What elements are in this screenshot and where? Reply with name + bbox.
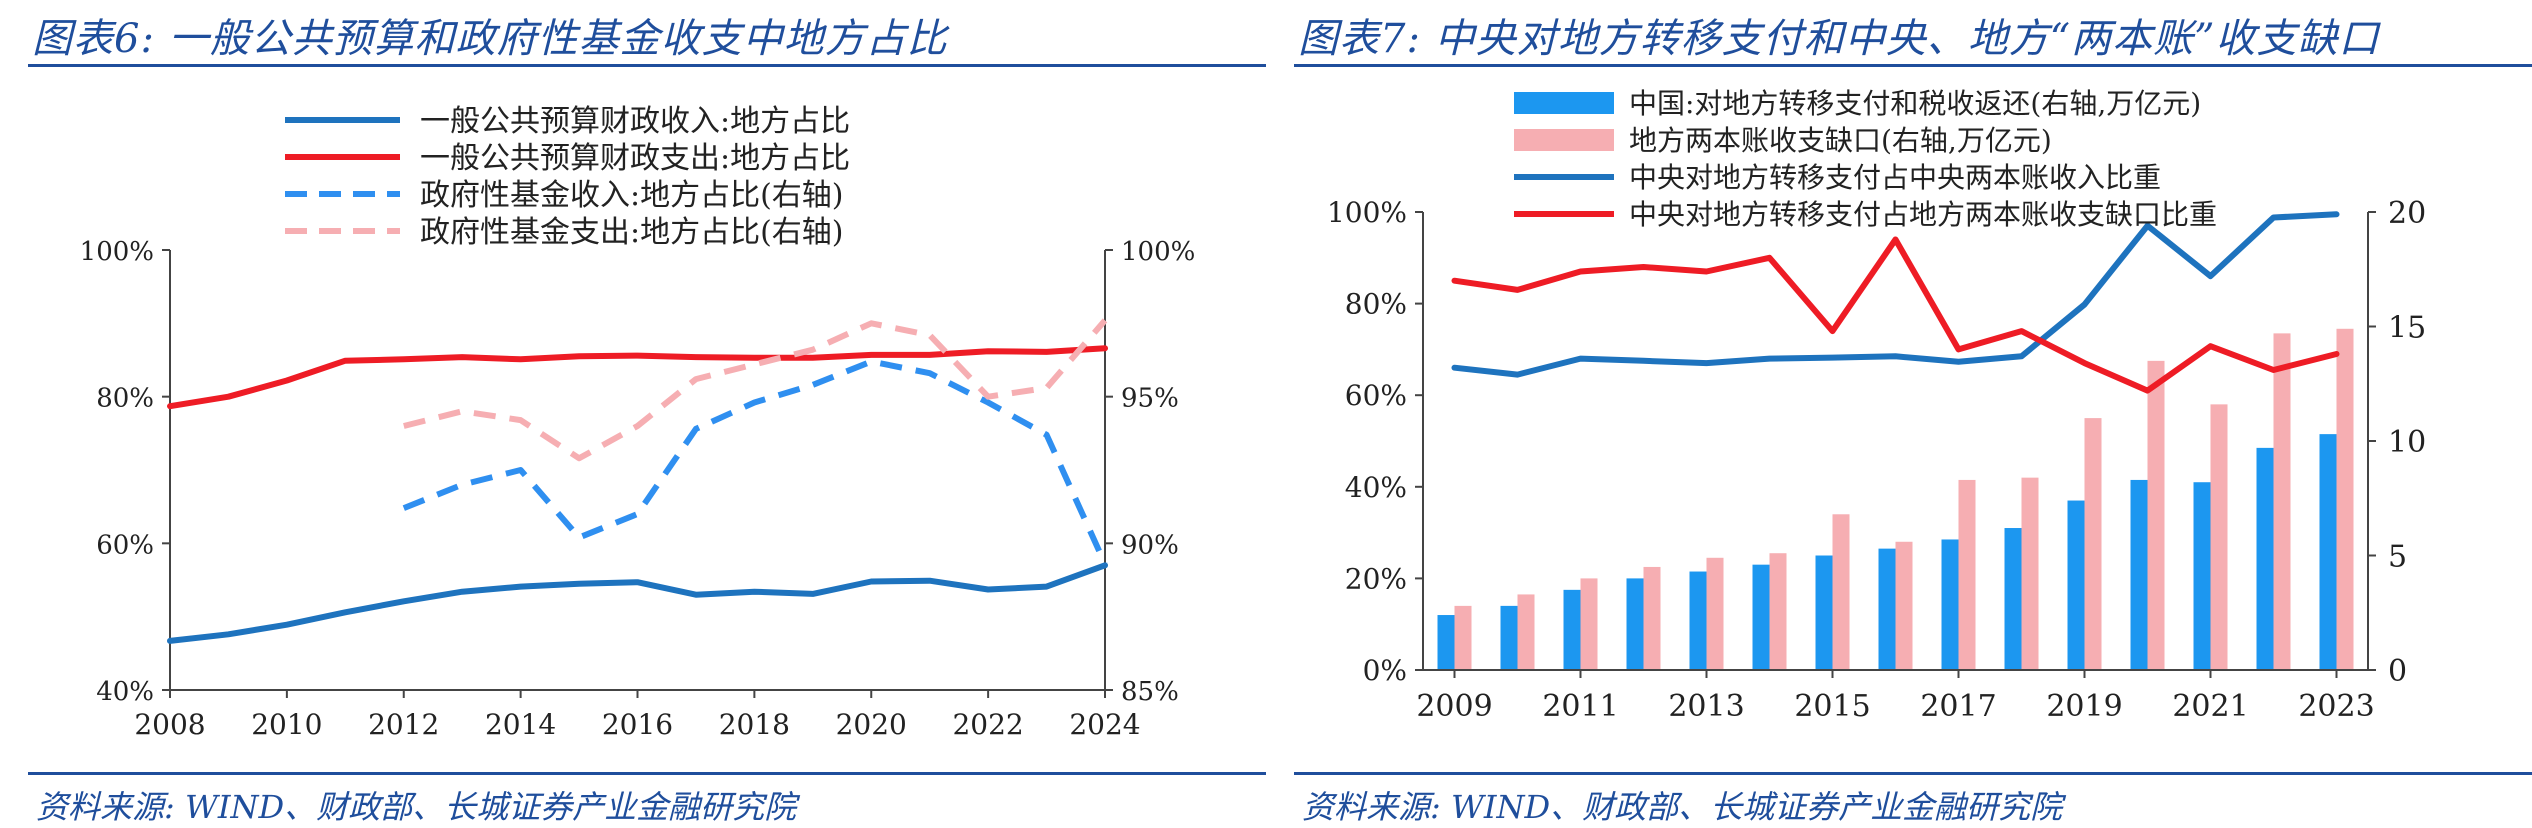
- bar-series-1: [2067, 500, 2085, 670]
- y-left-tick-label: 40%: [1345, 471, 1407, 504]
- series-line-4: [403, 318, 1108, 462]
- left-source-rule: [28, 772, 1266, 775]
- legend-label-3: 政府性基金收入:地方占比(右轴): [420, 178, 844, 213]
- right-source-note: 资料来源: WIND、财政部、长城证券产业金融研究院: [1302, 788, 2063, 826]
- right-chart: 0% 20% 40% 60% 80% 100% 0 5 10 15 20 2009 2011 2013 20…: [1327, 87, 2426, 724]
- left-source-note: 资料来源: WIND、财政部、长城证券产业金融研究院: [36, 788, 797, 826]
- x-tick-label: 2019: [2046, 689, 2122, 724]
- bar-series-1: [1437, 615, 1455, 670]
- right-panel: 图表7: 中央对地方转移支付和中央、地方“两本账”收支缺口 0% 20% 40% 60…: [1266, 0, 2532, 828]
- bar-series-2: [1958, 479, 1976, 670]
- y-left-tick-label: 0%: [1363, 654, 1407, 687]
- x-tick-label: 2022: [952, 708, 1023, 741]
- bar-series-1: [2130, 479, 2148, 670]
- left-panel: 图表6: 一般公共预算和政府性基金收支中地方占比 40% 60% 80% 100% 85…: [28, 16, 1266, 826]
- y-left-tick-label: 100%: [80, 237, 154, 267]
- bar-series-1: [2004, 528, 2022, 670]
- bar-series-1: [1941, 539, 1959, 670]
- bar-series-2: [1517, 594, 1535, 670]
- bar-series-1: [1626, 578, 1644, 670]
- legend-label-4: 中央对地方转移支付占地方两本账收支缺口比重: [1629, 198, 2217, 231]
- x-tick-label: 2008: [134, 708, 205, 741]
- bar-series-2: [2147, 360, 2165, 670]
- x-tick-label: 2010: [251, 708, 322, 741]
- bar-series-2: [1706, 557, 1724, 670]
- y-left-tick-label: 60%: [1345, 379, 1407, 412]
- x-tick-label: 2024: [1069, 708, 1140, 741]
- x-tick-label: 2013: [1668, 689, 1744, 724]
- bar-series-2: [2084, 418, 2102, 670]
- y-right-tick-label: 15: [2388, 311, 2426, 346]
- x-tick-label: 2023: [2298, 689, 2374, 724]
- right-source-rule: [1294, 772, 2532, 775]
- x-tick-label: 2012: [368, 708, 439, 741]
- series-line-2: [167, 345, 1108, 410]
- x-tick-label: 2018: [719, 708, 790, 741]
- legend-swatch-2: [1514, 129, 1614, 151]
- bar-series-2: [2336, 328, 2354, 670]
- bar-series-1: [1752, 564, 1770, 670]
- legend-label-2: 一般公共预算财政支出:地方占比: [420, 141, 850, 176]
- bar-series-2: [1580, 578, 1598, 670]
- legend-label-3: 中央对地方转移支付占中央两本账收入比重: [1629, 161, 2161, 194]
- legend-swatch-1: [1514, 92, 1614, 114]
- bar-series-1: [2319, 434, 2337, 670]
- y-right-tick-label: 10: [2388, 425, 2426, 460]
- x-tick-label: 2011: [1542, 689, 1618, 724]
- legend-label-2: 地方两本账收支缺口(右轴,万亿元): [1629, 124, 2052, 157]
- right-title-rule: [1294, 64, 2532, 67]
- line-series-1: [1451, 211, 2340, 378]
- bar-series-1: [1563, 589, 1581, 670]
- y-right-tick-label: 95%: [1121, 384, 1179, 414]
- bar-series-1: [2193, 482, 2211, 670]
- x-tick-label: 2009: [1416, 689, 1492, 724]
- bar-series-1: [1689, 571, 1707, 670]
- left-chart-title: 图表6: 一般公共预算和政府性基金收支中地方占比: [32, 16, 948, 62]
- x-tick-label: 2020: [836, 708, 907, 741]
- line-series-2: [1451, 236, 2340, 394]
- y-right-tick-label: 100%: [1121, 237, 1195, 267]
- bar-series-2: [2021, 477, 2039, 670]
- bar-series-2: [1643, 566, 1661, 670]
- bar-series-1: [2256, 447, 2274, 670]
- bar-series-1: [1815, 555, 1833, 670]
- y-left-tick-label: 20%: [1345, 562, 1407, 595]
- series-line-1: [167, 562, 1108, 644]
- bar-series-1: [1878, 548, 1896, 670]
- y-right-tick-label: 5: [2388, 540, 2407, 575]
- x-tick-label: 2021: [2172, 689, 2248, 724]
- bar-series-2: [2273, 333, 2291, 670]
- y-right-tick-label: 0: [2388, 654, 2407, 689]
- y-left-tick-label: 100%: [1327, 196, 1407, 229]
- bar-series-2: [1895, 541, 1913, 670]
- x-tick-label: 2016: [602, 708, 673, 741]
- bar-series-2: [1769, 553, 1787, 670]
- legend-label-1: 中国:对地方转移支付和税收返还(右轴,万亿元): [1629, 87, 2201, 120]
- x-tick-label: 2015: [1794, 689, 1870, 724]
- y-right-tick-label: 90%: [1121, 530, 1179, 560]
- legend-label-4: 政府性基金支出:地方占比(右轴): [420, 215, 844, 250]
- y-left-tick-label: 40%: [96, 677, 154, 707]
- legend-label-1: 一般公共预算财政收入:地方占比: [420, 104, 850, 139]
- left-title-rule: [28, 64, 1266, 67]
- x-tick-label: 2017: [1920, 689, 1996, 724]
- y-right-tick-label: 85%: [1121, 677, 1179, 707]
- bar-series-1: [1500, 605, 1518, 670]
- bar-series-2: [1454, 605, 1472, 670]
- right-chart-title: 图表7: 中央对地方转移支付和中央、地方“两本账”收支缺口: [1298, 16, 2380, 62]
- x-tick-label: 2014: [485, 708, 556, 741]
- y-left-tick-label: 60%: [96, 530, 154, 560]
- bar-series-2: [1832, 514, 1850, 670]
- left-chart: 40% 60% 80% 100% 85% 90% 95% 100% 2008 2010 2012 20…: [80, 104, 1196, 741]
- bar-series-2: [2210, 404, 2228, 670]
- series-line-3: [402, 358, 1108, 566]
- y-left-tick-label: 80%: [1345, 288, 1407, 321]
- y-right-tick-label: 20: [2388, 196, 2426, 231]
- y-left-tick-label: 80%: [96, 384, 154, 414]
